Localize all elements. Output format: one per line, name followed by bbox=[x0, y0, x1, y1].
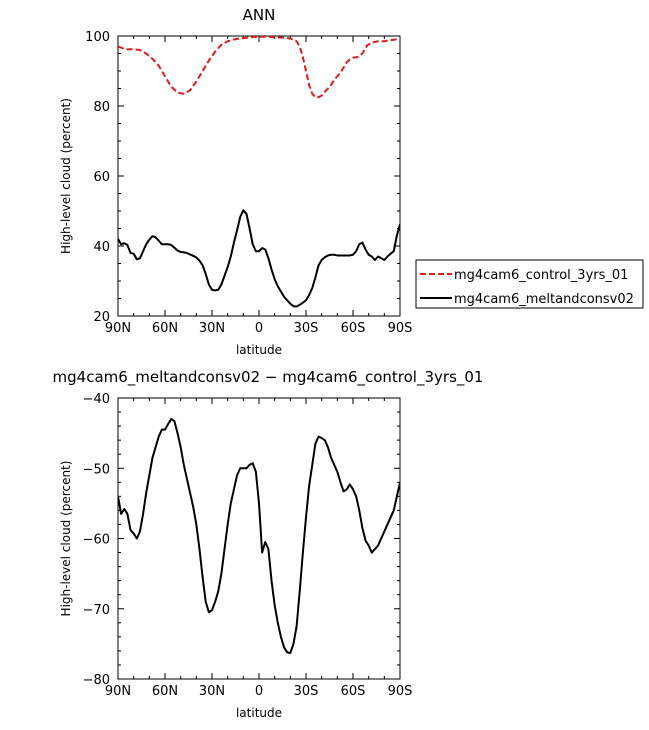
x-tick-label: 60S bbox=[341, 684, 366, 699]
series-line-2 bbox=[118, 209, 400, 308]
x-axis-label: latitude bbox=[236, 343, 282, 357]
x-tick-label: 60N bbox=[152, 321, 178, 336]
y-axis-label: High-level cloud (percent) bbox=[59, 461, 73, 617]
y-tick-label: 100 bbox=[85, 30, 110, 45]
x-tick-label: 90S bbox=[388, 321, 413, 336]
x-tick-label: 30N bbox=[199, 321, 225, 336]
x-tick-label: 30N bbox=[199, 684, 225, 699]
y-tick-label: −40 bbox=[83, 392, 110, 407]
y-tick-label: 80 bbox=[93, 100, 110, 115]
x-tick-label: 60S bbox=[341, 321, 366, 336]
x-tick-label: 0 bbox=[255, 684, 263, 699]
y-tick-label: 20 bbox=[93, 310, 110, 325]
series-group bbox=[118, 418, 400, 655]
chart-title: mg4cam6_meltandconsv02 − mg4cam6_control… bbox=[53, 368, 484, 387]
y-tick-label: −50 bbox=[83, 462, 110, 477]
x-tick-label: 0 bbox=[255, 321, 263, 336]
legend: mg4cam6_control_3yrs_01 mg4cam6_meltandco… bbox=[415, 259, 644, 309]
x-tick-label: 90N bbox=[105, 321, 131, 336]
legend-label-2: mg4cam6_meltandconsv02 bbox=[454, 292, 634, 307]
x-tick-label: 30S bbox=[294, 684, 319, 699]
x-tick-label: 90N bbox=[105, 684, 131, 699]
x-tick-label: 90S bbox=[388, 684, 413, 699]
plot-frame bbox=[117, 397, 401, 680]
y-tick-label: 40 bbox=[93, 240, 110, 255]
y-axis-label: High-level cloud (percent) bbox=[59, 98, 73, 254]
plot-frame bbox=[117, 35, 401, 317]
chart-title: ANN bbox=[243, 6, 276, 24]
x-tick-label: 30S bbox=[294, 321, 319, 336]
series-line-1 bbox=[118, 418, 400, 655]
chart-panel-1: ANN 90N 60N 30N 0 30S 60S 90S 20 40 60 80 100 latitud… bbox=[59, 6, 644, 357]
legend-label-1: mg4cam6_control_3yrs_01 bbox=[454, 268, 628, 283]
y-tick-label: −80 bbox=[83, 673, 110, 688]
legend-box bbox=[415, 259, 644, 309]
y-tick-label: 60 bbox=[93, 170, 110, 185]
series-group bbox=[118, 36, 400, 308]
y-tick-label: −60 bbox=[83, 533, 110, 548]
x-tick-label: 60N bbox=[152, 684, 178, 699]
x-axis-label: latitude bbox=[236, 706, 282, 720]
series-line-1 bbox=[118, 36, 400, 99]
y-tick-label: −70 bbox=[83, 603, 110, 618]
chart-panel-2: mg4cam6_meltandconsv02 − mg4cam6_control… bbox=[53, 368, 484, 720]
